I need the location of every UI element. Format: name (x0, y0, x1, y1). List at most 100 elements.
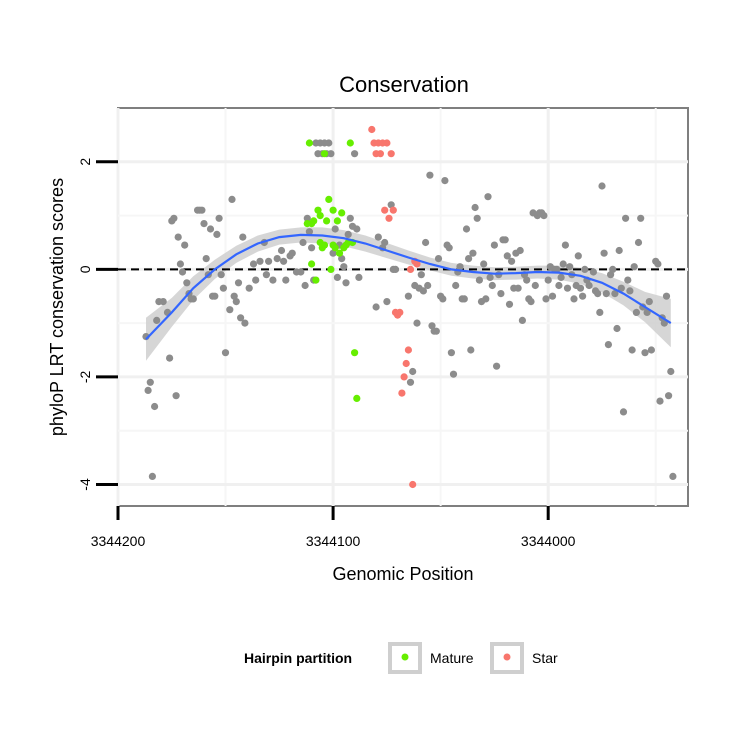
other-point (503, 252, 511, 260)
mature-point (353, 394, 361, 402)
other-point (561, 241, 570, 249)
other-point (462, 225, 471, 233)
other-point (151, 402, 159, 411)
other-point (249, 260, 258, 268)
other-point (351, 150, 359, 158)
other-point (473, 214, 481, 222)
other-point (480, 260, 488, 268)
other-point (391, 265, 400, 273)
other-point (280, 257, 288, 265)
other-point (301, 281, 309, 290)
other-point (486, 273, 494, 281)
other-point (490, 241, 498, 249)
other-point (523, 276, 531, 284)
legend-title: Hairpin partition (244, 650, 352, 666)
other-point (333, 273, 341, 281)
other-point (449, 370, 458, 378)
legend-star-dot (503, 653, 511, 661)
other-point (342, 279, 350, 287)
mature-point (329, 206, 337, 214)
mature-point (327, 265, 335, 273)
star-point (400, 373, 408, 381)
other-point (327, 150, 335, 158)
other-point (355, 273, 363, 281)
mature-point (338, 209, 346, 217)
other-point (557, 273, 565, 281)
other-point (544, 276, 552, 284)
other-point (241, 319, 249, 327)
other-point (428, 322, 436, 330)
mature-point (333, 217, 341, 225)
chart-title: Conservation (339, 72, 469, 97)
other-point (484, 193, 492, 201)
other-point (579, 292, 587, 300)
other-point (338, 255, 346, 263)
other-point (383, 298, 391, 306)
plot-panel (117, 107, 689, 507)
other-point (460, 295, 468, 303)
other-point (172, 392, 180, 400)
other-point (662, 292, 671, 300)
other-point (237, 314, 245, 322)
star-point (413, 260, 421, 268)
other-point (465, 255, 473, 263)
other-point (609, 265, 617, 273)
other-point (600, 249, 608, 257)
other-point (434, 255, 443, 263)
other-point (634, 238, 643, 247)
other-point (426, 171, 434, 179)
other-point (469, 249, 477, 257)
other-point (553, 265, 561, 273)
other-point (641, 349, 649, 357)
other-point (288, 249, 296, 257)
other-point (269, 276, 277, 284)
smooth-trend (145, 233, 672, 341)
other-point (245, 284, 253, 292)
other-point (475, 276, 483, 284)
other-point (176, 260, 184, 268)
other-point (439, 295, 447, 303)
legend-label-star: Star (532, 650, 558, 666)
star-point (398, 389, 406, 397)
other-point (202, 255, 210, 263)
other-point (325, 139, 333, 147)
other-point (226, 306, 234, 314)
legend-mature-dot (401, 653, 409, 661)
legend: Hairpin partition Mature Star (244, 642, 558, 674)
mature-point (351, 349, 359, 357)
other-point (505, 300, 514, 308)
other-point (234, 279, 243, 287)
other-point (277, 246, 286, 255)
mature-point (320, 241, 329, 249)
other-point (252, 276, 260, 284)
other-point (221, 349, 230, 357)
other-point (531, 281, 539, 290)
other-point (303, 214, 311, 222)
other-point (570, 295, 578, 303)
other-point (200, 220, 208, 228)
other-point (611, 290, 619, 298)
other-point (159, 298, 167, 306)
other-point (230, 292, 238, 300)
other-point (381, 238, 389, 247)
mature-point (314, 206, 322, 214)
other-point (555, 281, 563, 290)
mature-point (346, 139, 354, 147)
other-point (256, 257, 264, 265)
other-point (331, 225, 339, 233)
star-point (404, 346, 412, 354)
other-point (604, 341, 613, 349)
other-point (482, 295, 490, 303)
other-point (585, 281, 593, 290)
other-point (353, 225, 361, 233)
other-point (602, 290, 610, 298)
star-point (389, 206, 397, 214)
other-point (413, 319, 421, 327)
other-point (219, 284, 227, 292)
legend-label-mature: Mature (430, 650, 474, 666)
other-point (594, 290, 602, 298)
other-point (308, 244, 316, 252)
other-point (559, 260, 567, 268)
other-point (598, 182, 606, 190)
y-axis-title: phyloP LRT conservation scores (47, 178, 67, 436)
